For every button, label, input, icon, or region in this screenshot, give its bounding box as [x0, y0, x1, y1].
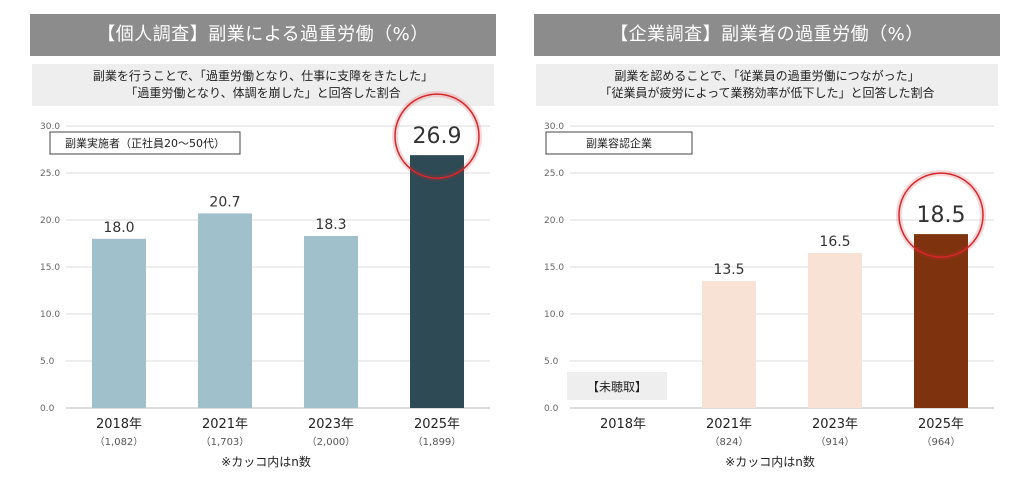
bar-value-label: 13.5	[713, 262, 744, 278]
x-tick-label: 2021年	[706, 417, 752, 432]
x-tick-label: 2018年	[600, 417, 646, 432]
bar-value-label: 18.5	[917, 203, 966, 228]
bar-value-label: 26.9	[413, 124, 462, 149]
bar	[198, 213, 252, 408]
chart-subtitle: 副業を行うことで、「過重労働となり、仕事に支障をきたした」 「過重労働となり、体…	[32, 64, 494, 106]
sample-size-label: （2,000）	[307, 436, 356, 448]
personal-survey-panel: 【個人調査】副業による過重労働（%） 副業を行うことで、「過重労働となり、仕事に…	[30, 0, 500, 480]
subtitle-line-2: 「従業員が疲労によって業務効率が低下した」と回答した割合	[599, 86, 935, 100]
x-tick-label: 2023年	[812, 417, 858, 432]
bar-value-label: 18.0	[103, 220, 134, 236]
bar	[410, 155, 464, 408]
x-tick-label: 2018年	[96, 417, 142, 432]
sample-size-label: （964）	[921, 436, 960, 448]
bar	[92, 238, 146, 408]
legend-box	[545, 131, 693, 155]
sample-size-label: （1,899）	[413, 436, 462, 448]
legend-box	[49, 131, 241, 155]
y-tick-label: 0.0	[544, 404, 559, 414]
bar	[914, 234, 968, 408]
sample-size-label: （1,703）	[201, 436, 250, 448]
footnote: ※カッコ内はn数	[221, 454, 311, 469]
legend-label: 副業実施者（正社員20～50代）	[65, 136, 225, 150]
unasked-label: 【未聴取】	[587, 380, 647, 394]
y-tick-label: 25.0	[544, 169, 564, 179]
subtitle-line-2: 「過重労働となり、体調を崩した」と回答した割合	[125, 86, 401, 100]
bar-value-label: 16.5	[819, 234, 850, 250]
x-tick-label: 2023年	[308, 417, 354, 432]
y-tick-label: 20.0	[544, 216, 564, 226]
footnote: ※カッコ内はn数	[725, 454, 815, 469]
sample-size-label: （914）	[815, 436, 854, 448]
y-tick-label: 5.0	[544, 357, 559, 367]
x-tick-label: 2025年	[414, 417, 460, 432]
subtitle-line-1: 副業を認めることで、「従業員の過重労働につながった」	[614, 69, 920, 83]
bar-chart: 0.0 5.0 10.0 15.0 20.0 25.0 30.0 副業実施者（正社員20～50…	[40, 91, 490, 469]
bar	[702, 281, 756, 408]
bar	[304, 235, 358, 408]
y-tick-label: 15.0	[40, 263, 60, 273]
subtitle-line-1: 副業を行うことで、「過重労働となり、仕事に支障をきたした」	[92, 69, 434, 83]
y-tick-label: 15.0	[544, 263, 564, 273]
y-tick-label: 30.0	[544, 122, 564, 132]
sample-size-label: （824）	[709, 436, 748, 448]
highlight-circle	[394, 93, 480, 179]
legend-label: 副業容認企業	[586, 136, 652, 150]
sample-size-label: （1,082）	[95, 436, 144, 448]
bar-value-label: 20.7	[209, 194, 240, 210]
company-survey-panel: 【企業調査】副業者の過重労働（%） 副業を認めることで、「従業員の過重労働につな…	[534, 0, 1004, 480]
bar-chart: 0.0 5.0 10.0 15.0 20.0 25.0 30.0 副業容認企業【未聴取】 201…	[544, 122, 994, 469]
bar	[808, 252, 862, 408]
y-tick-label: 30.0	[40, 122, 60, 132]
x-tick-label: 2021年	[202, 417, 248, 432]
y-tick-label: 0.0	[40, 404, 55, 414]
x-tick-label: 2025年	[918, 417, 964, 432]
y-tick-label: 10.0	[544, 310, 564, 320]
y-tick-label: 20.0	[40, 216, 60, 226]
y-tick-label: 25.0	[40, 169, 60, 179]
chart-title: 【個人調査】副業による過重労働（%）	[30, 14, 496, 56]
chart-title: 【企業調査】副業者の過重労働（%）	[534, 14, 1000, 56]
unasked-box	[567, 372, 667, 400]
chart-subtitle: 副業を認めることで、「従業員の過重労働につながった」 「従業員が疲労によって業務…	[536, 64, 998, 106]
y-tick-label: 5.0	[40, 357, 55, 367]
highlight-circle	[898, 172, 984, 258]
y-tick-label: 10.0	[40, 310, 60, 320]
bar-value-label: 18.3	[315, 217, 346, 233]
